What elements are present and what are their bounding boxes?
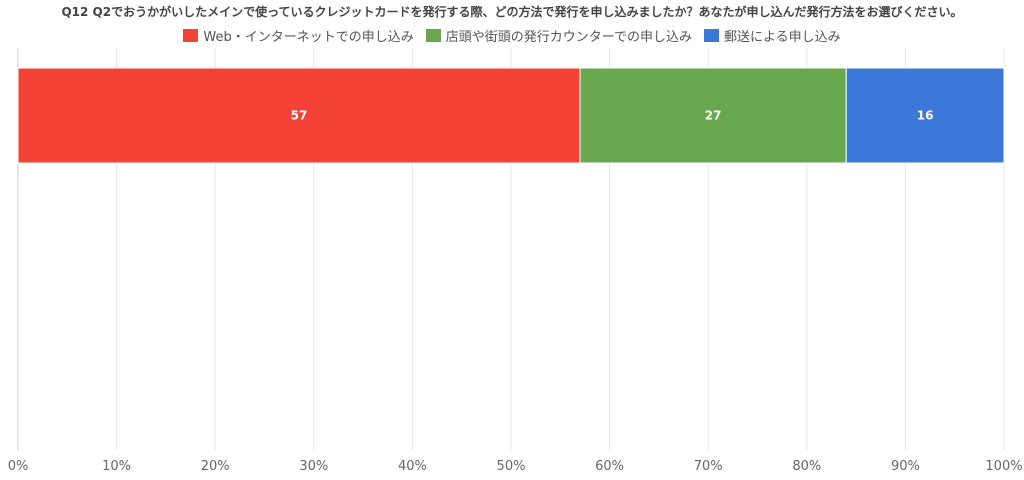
legend-label-web: Web・インターネットでの申し込み (203, 30, 414, 45)
legend-swatch-counter (425, 29, 441, 42)
x-tick-label: 30% (299, 459, 328, 474)
legend-swatch-web (183, 29, 199, 42)
x-tick-label: 60% (595, 459, 624, 474)
chart-title: Q12 Q2でおうかがいしたメインで使っているクレジットカードを発行する際、どの… (61, 5, 963, 19)
x-tick-label: 70% (694, 459, 723, 474)
x-tick-label: 0% (8, 459, 29, 474)
x-tick-label: 80% (792, 459, 821, 474)
bar-value-label-1: 27 (705, 109, 722, 123)
legend-item-counter[interactable]: 店頭や街頭の発行カウンターでの申し込み (425, 26, 692, 45)
legend-item-mail[interactable]: 郵送による申し込み (703, 26, 841, 45)
x-tick-label: 100% (985, 459, 1022, 474)
x-tick-label: 90% (891, 459, 920, 474)
legend-label-counter: 店頭や街頭の発行カウンターでの申し込み (445, 30, 692, 45)
bar-segment-0[interactable] (17, 67, 581, 164)
x-tick-label: 10% (102, 459, 131, 474)
x-tick-label: 20% (201, 459, 230, 474)
bar-segment-2[interactable] (845, 67, 1005, 164)
legend: Web・インターネットでの申し込み 店頭や街頭の発行カウンターでの申し込み 郵送… (0, 26, 1024, 45)
legend-item-web[interactable]: Web・インターネットでの申し込み (183, 26, 414, 45)
legend-swatch-mail (703, 29, 719, 42)
bar-value-label-0: 57 (291, 109, 308, 123)
x-tick-label: 40% (398, 459, 427, 474)
legend-label-mail: 郵送による申し込み (723, 30, 841, 45)
bar-value-label-2: 16 (917, 109, 934, 123)
x-tick-label: 50% (497, 459, 526, 474)
